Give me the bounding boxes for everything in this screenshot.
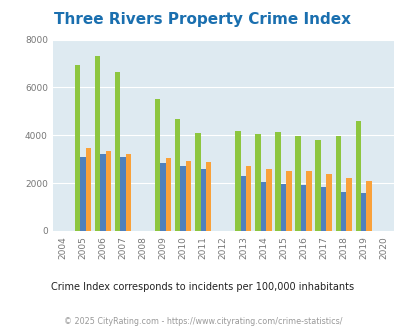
Bar <box>205 162 211 231</box>
Bar <box>95 56 100 231</box>
Bar <box>195 133 200 231</box>
Bar <box>326 174 331 231</box>
Bar <box>366 181 371 231</box>
Bar <box>260 182 265 231</box>
Bar <box>345 178 351 231</box>
Bar <box>280 184 286 231</box>
Bar <box>320 187 326 231</box>
Bar <box>355 121 360 231</box>
Bar <box>120 157 126 231</box>
Bar <box>335 137 340 231</box>
Bar <box>160 163 165 231</box>
Bar <box>300 185 305 231</box>
Text: Three Rivers Property Crime Index: Three Rivers Property Crime Index <box>54 12 351 26</box>
Bar <box>255 134 260 231</box>
Bar <box>80 157 85 231</box>
Text: Crime Index corresponds to incidents per 100,000 inhabitants: Crime Index corresponds to incidents per… <box>51 282 354 292</box>
Bar <box>245 166 251 231</box>
Bar <box>286 171 291 231</box>
Bar <box>275 132 280 231</box>
Bar <box>75 65 80 231</box>
Bar <box>295 136 300 231</box>
Bar <box>340 191 345 231</box>
Bar <box>175 118 180 231</box>
Bar <box>360 193 366 231</box>
Bar <box>165 158 171 231</box>
Bar <box>100 154 105 231</box>
Bar <box>180 166 185 231</box>
Bar <box>115 72 120 231</box>
Bar <box>305 171 311 231</box>
Bar <box>200 169 205 231</box>
Bar <box>315 140 320 231</box>
Bar <box>105 151 111 231</box>
Text: © 2025 CityRating.com - https://www.cityrating.com/crime-statistics/: © 2025 CityRating.com - https://www.city… <box>64 317 341 326</box>
Bar <box>240 176 245 231</box>
Bar <box>234 130 240 231</box>
Bar <box>265 169 271 231</box>
Bar <box>185 161 191 231</box>
Bar <box>155 99 160 231</box>
Bar <box>85 148 91 231</box>
Bar <box>126 154 131 231</box>
